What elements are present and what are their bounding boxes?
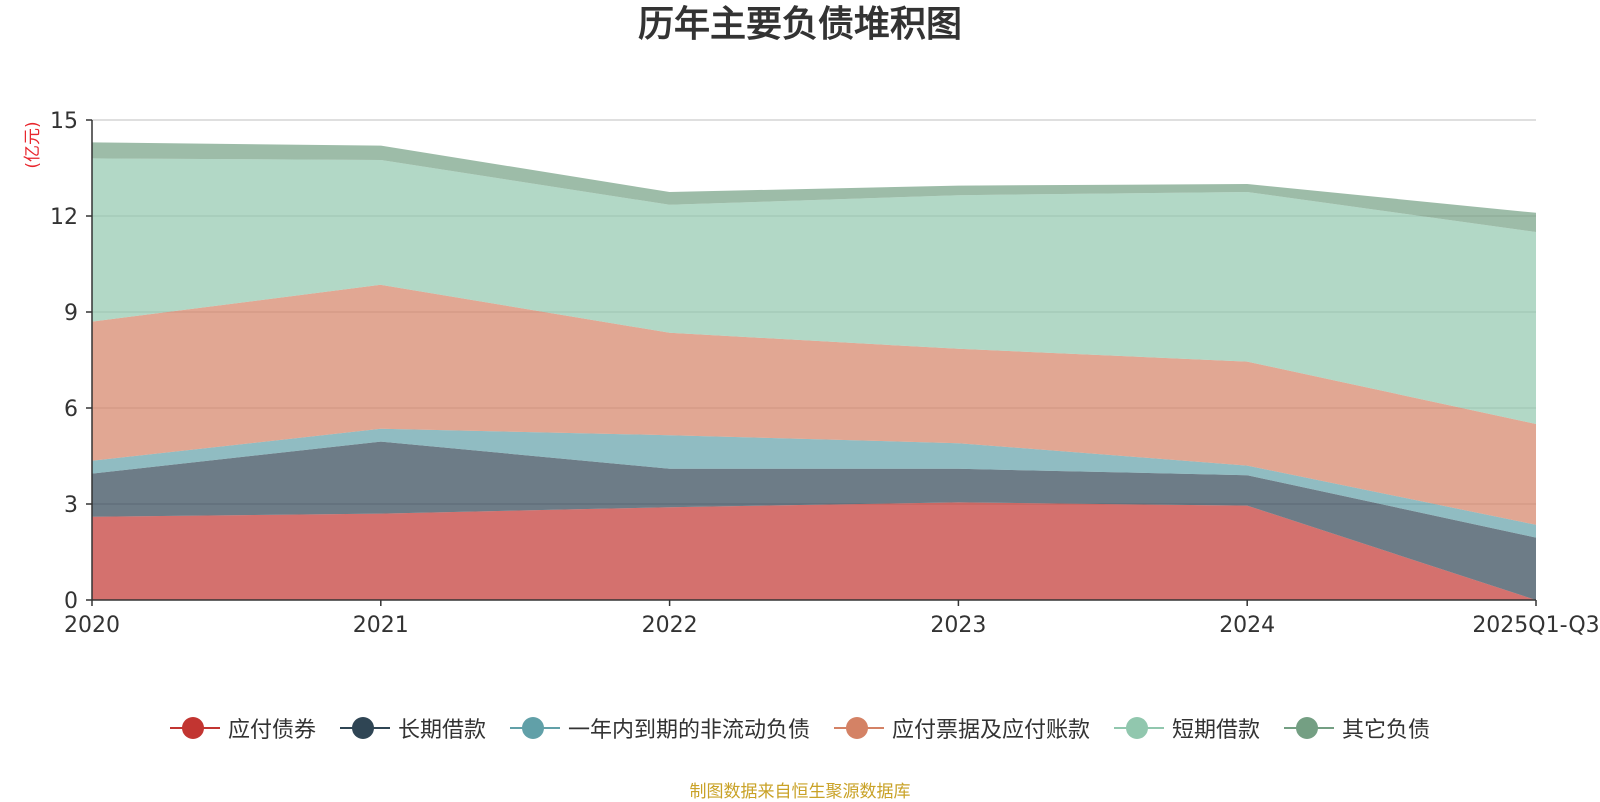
area-series-1 bbox=[92, 441, 1536, 600]
legend-item-1[interactable]: 长期借款 bbox=[339, 712, 486, 744]
legend-item-2[interactable]: 一年内到期的非流动负债 bbox=[509, 712, 810, 744]
x-tick-label-4: 2024 bbox=[1219, 613, 1275, 638]
chart-title: 历年主要负债堆积图 bbox=[637, 4, 962, 45]
y-tick-label-5: 15 bbox=[50, 109, 78, 134]
y-tick-label-4: 12 bbox=[50, 205, 78, 230]
legend-label-4: 短期借款 bbox=[1172, 718, 1261, 743]
y-axis-unit-label: (亿元) bbox=[23, 121, 43, 168]
legend-item-4[interactable]: 短期借款 bbox=[1114, 712, 1260, 744]
stacked-area-chart: 0 3 6 9 12 15 2020 2021 2022 2023 2024 2025Q1-Q3 (亿… bbox=[23, 109, 1600, 638]
legend-label-3: 应付票据及应付账款 bbox=[892, 718, 1091, 743]
x-tick-label-3: 2023 bbox=[930, 613, 986, 638]
legend-label-2: 一年内到期的非流动负债 bbox=[567, 718, 810, 743]
legend-item-0[interactable]: 应付债券 bbox=[169, 712, 316, 744]
x-tick-label-5: 2025Q1-Q3 bbox=[1472, 613, 1599, 638]
legend-swatch-4 bbox=[1114, 716, 1165, 740]
area-series-4 bbox=[92, 158, 1536, 424]
y-tick-label-3: 9 bbox=[64, 301, 78, 326]
legend-label-1: 长期借款 bbox=[397, 718, 486, 743]
area-series-2 bbox=[92, 428, 1536, 538]
legend-swatch-1 bbox=[339, 716, 390, 740]
x-tick-label-2: 2022 bbox=[642, 613, 698, 638]
legend-swatch-2 bbox=[509, 716, 560, 740]
x-tick-label-1: 2021 bbox=[353, 613, 409, 638]
y-tick-label-2: 6 bbox=[64, 397, 78, 422]
area-series-0 bbox=[92, 502, 1536, 600]
y-tick-label-0: 0 bbox=[64, 589, 78, 614]
legend-swatch-0 bbox=[169, 716, 220, 740]
legend-swatch-3 bbox=[834, 716, 884, 740]
y-tick-label-1: 3 bbox=[64, 493, 78, 518]
legend-item-5[interactable]: 其它负债 bbox=[1284, 712, 1430, 744]
axis-layer: 0 3 6 9 12 15 2020 2021 2022 2023 2024 2025Q1-Q3 bbox=[50, 109, 1600, 638]
x-tick-label-0: 2020 bbox=[64, 613, 120, 638]
legend-swatch-5 bbox=[1284, 716, 1335, 740]
area-layer bbox=[92, 142, 1536, 600]
legend-item-3[interactable]: 应付票据及应付账款 bbox=[834, 712, 1090, 744]
area-series-5 bbox=[92, 142, 1536, 232]
legend-label-0: 应付债券 bbox=[227, 718, 316, 743]
chart-legend: 应付债券 长期借款 一年内到期的非流动负债 应付票据及应付账款 短期借款 其它负债 bbox=[0, 712, 1600, 744]
source-note: 制图数据来自恒生聚源数据库 bbox=[689, 782, 911, 802]
legend-label-5: 其它负债 bbox=[1342, 718, 1431, 743]
area-series-3 bbox=[92, 284, 1536, 525]
